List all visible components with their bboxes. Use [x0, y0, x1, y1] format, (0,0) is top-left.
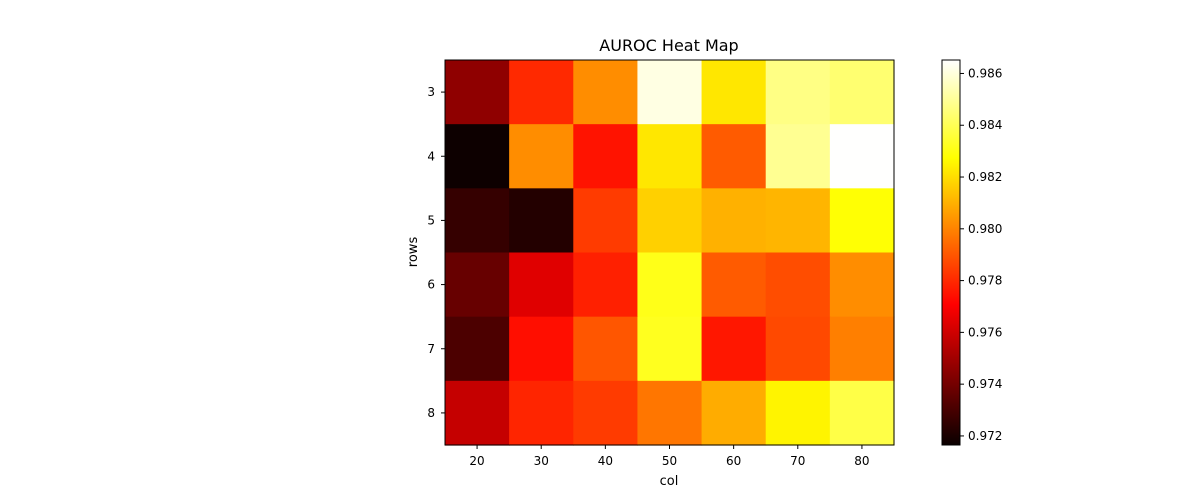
heatmap-cell [509, 252, 574, 318]
y-tick-label: 3 [427, 85, 435, 99]
heatmap-cell [829, 124, 895, 189]
chart-title: AUROC Heat Map [599, 36, 738, 55]
heatmap-cell [637, 380, 703, 446]
heatmap-cell [637, 60, 703, 125]
heatmap-cell [637, 124, 703, 189]
y-axis-label: rows [406, 237, 421, 268]
colorbar-tick-label: 0.980 [968, 222, 1002, 236]
colorbar-tick-label: 0.986 [968, 66, 1002, 80]
x-tick-label: 40 [598, 454, 613, 468]
heatmap-cell [573, 188, 639, 254]
heatmap-cell [765, 124, 831, 189]
x-axis-label: col [660, 474, 679, 489]
heatmap-cell [765, 188, 831, 254]
heatmap-cell [701, 124, 767, 189]
heatmap-cell [829, 316, 895, 382]
heatmap-cell [445, 316, 510, 382]
heatmap-cell [637, 188, 703, 254]
heatmap-cell [765, 316, 831, 382]
heatmap-cell [573, 380, 639, 446]
y-tick-label: 6 [427, 278, 435, 292]
colorbar-tick-label: 0.978 [968, 274, 1002, 288]
y-tick-label: 5 [427, 213, 435, 227]
x-tick-label: 50 [662, 454, 677, 468]
heatmap-cell [509, 188, 574, 254]
y-axis-ticks: 3 4 5 6 7 8 [427, 85, 445, 420]
heatmap-cell [445, 124, 510, 189]
heatmap-cell [701, 188, 767, 254]
colorbar-tick-label: 0.974 [968, 377, 1002, 391]
y-tick-label: 8 [427, 406, 435, 420]
colorbar-tick-label: 0.984 [968, 118, 1002, 132]
heatmap-cell [701, 316, 767, 382]
heatmap-cell [445, 380, 510, 446]
x-tick-label: 30 [534, 454, 549, 468]
heatmap-cell [765, 60, 831, 125]
heatmap-cell [573, 252, 639, 318]
heatmap-cell [637, 316, 703, 382]
heatmap-cell [701, 252, 767, 318]
colorbar-tick-label: 0.972 [968, 429, 1002, 443]
heatmap-cell [509, 316, 574, 382]
heatmap-cell [445, 188, 510, 254]
heatmap-cell [637, 252, 703, 318]
heatmap-cell [765, 252, 831, 318]
x-tick-label: 20 [469, 454, 484, 468]
y-tick-label: 4 [427, 149, 435, 163]
heatmap-cells [445, 60, 895, 446]
heatmap-cell [701, 60, 767, 125]
heatmap-cell [829, 60, 895, 125]
heatmap-cell [829, 188, 895, 254]
x-tick-label: 60 [726, 454, 741, 468]
heatmap-cell [829, 252, 895, 318]
y-tick-label: 7 [427, 342, 435, 356]
colorbar [941, 59, 961, 446]
heatmap-cell [573, 124, 639, 189]
x-axis-ticks: 20 30 40 50 60 70 80 [469, 445, 870, 468]
heatmap-cell [509, 124, 574, 189]
heatmap-cell [509, 60, 574, 125]
colorbar-tick-label: 0.976 [968, 325, 1002, 339]
heatmap-cell [701, 380, 767, 446]
heatmap-cell [573, 60, 639, 125]
heatmap-cell [829, 380, 895, 446]
colorbar-tick-label: 0.982 [968, 170, 1002, 184]
heatmap-cell [445, 252, 510, 318]
heatmap-cell [573, 316, 639, 382]
x-tick-label: 70 [790, 454, 805, 468]
heatmap-cell [445, 60, 510, 125]
colorbar-ticks: 0.972 0.974 0.976 0.978 0.980 0.982 0.984 0.986 [960, 66, 1002, 443]
x-tick-label: 80 [854, 454, 869, 468]
heatmap-cell [509, 380, 574, 446]
heatmap-cell [765, 380, 831, 446]
